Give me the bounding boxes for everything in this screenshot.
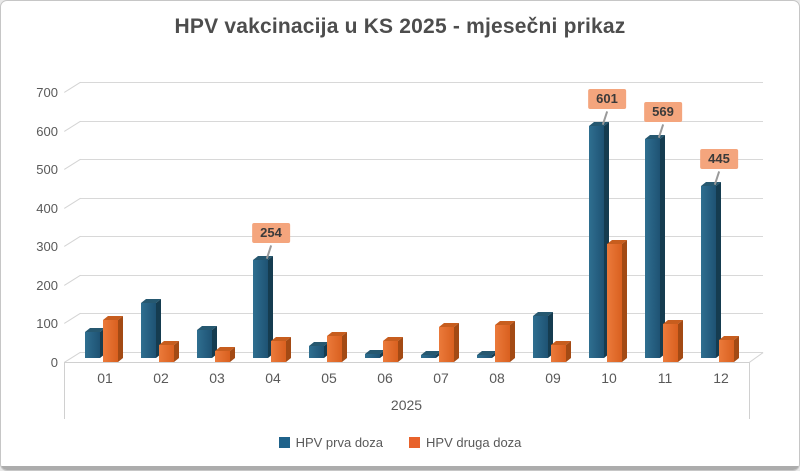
- x-axis-category-label: 11: [657, 370, 673, 386]
- y-gridline-wall-segment: [64, 81, 81, 93]
- bar-druga-doza-03: [215, 351, 230, 362]
- bar-prva-doza-10: [589, 126, 604, 358]
- chart-title: HPV vakcinacija u KS 2025 - mjesečni pri…: [174, 15, 626, 38]
- bar-prva-doza-01: [85, 332, 100, 358]
- y-gridline-wall-segment: [64, 158, 81, 170]
- y-axis-tick-label: 700: [36, 85, 58, 100]
- x-axis-category-label: 12: [713, 370, 729, 386]
- bar-druga-doza-02: [159, 345, 174, 362]
- x-axis-category-label: 07: [433, 370, 449, 386]
- y-axis-tick-label: 400: [36, 201, 58, 216]
- bar-druga-doza-10: [607, 244, 622, 362]
- floor-right-edge: [749, 352, 764, 363]
- bar-druga-doza-03-side: [230, 346, 235, 362]
- bar-druga-doza-08-side: [510, 320, 515, 362]
- y-axis-tick-label: 100: [36, 316, 58, 331]
- bar-druga-doza-07: [439, 327, 454, 362]
- bar-druga-doza-05-side: [342, 331, 347, 362]
- bar-druga-doza-01-side: [118, 315, 123, 362]
- bar-druga-doza-08: [495, 325, 510, 362]
- bar-druga-doza-09-side: [566, 340, 571, 362]
- bar-prva-doza-04: [253, 260, 268, 358]
- x-axis-group-label: 2025: [390, 397, 423, 413]
- bar-prva-doza-06: [365, 354, 380, 358]
- y-axis-tick-label: 0: [50, 355, 58, 370]
- legend-label-prva-doza: HPV prva doza: [295, 435, 384, 450]
- bar-druga-doza-02-side: [174, 340, 179, 362]
- y-gridline: [80, 352, 763, 353]
- legend-item-hpv-druga-doza: HPV druga doza: [409, 435, 521, 450]
- x-axis-category-label: 05: [321, 370, 337, 386]
- bar-prva-doza-12-side: [716, 181, 721, 358]
- bar-prva-doza-07: [421, 355, 436, 358]
- x-axis-category-label: 08: [489, 370, 505, 386]
- legend-item-hpv-prva-doza: HPV prva doza: [278, 435, 384, 450]
- bar-druga-doza-04-side: [286, 336, 291, 362]
- data-label-12: 445: [700, 149, 738, 169]
- bar-druga-doza-06-side: [398, 336, 403, 362]
- x-axis-category-label: 04: [265, 370, 281, 386]
- bar-druga-doza-12: [719, 340, 734, 362]
- bar-druga-doza-05: [327, 336, 342, 362]
- bar-prva-doza-11: [645, 139, 660, 358]
- bar-prva-doza-02: [141, 303, 156, 358]
- y-gridline-wall-segment: [64, 197, 81, 209]
- bar-druga-doza-11: [663, 324, 678, 362]
- x-axis-left-border: [64, 362, 65, 419]
- data-label-10: 601: [588, 89, 626, 109]
- bar-druga-doza-07-side: [454, 322, 459, 362]
- x-axis-category-label: 09: [545, 370, 561, 386]
- y-gridline: [80, 236, 763, 237]
- y-gridline-wall-segment: [64, 312, 81, 324]
- y-gridline-wall-segment: [64, 274, 81, 286]
- data-label-04: 254: [252, 223, 290, 243]
- y-gridline-wall-segment: [64, 120, 81, 132]
- bar-druga-doza-01: [103, 320, 118, 362]
- x-axis-baseline: [64, 362, 749, 363]
- legend-label-druga-doza: HPV druga doza: [426, 435, 522, 450]
- window-bottom-edge: [1, 466, 799, 470]
- bar-druga-doza-11-side: [678, 319, 683, 362]
- legend: HPV prva doza HPV druga doza: [1, 435, 799, 450]
- bar-prva-doza-09: [533, 316, 548, 358]
- y-axis-tick-label: 200: [36, 278, 58, 293]
- y-gridline: [80, 313, 763, 314]
- y-gridline: [80, 82, 763, 83]
- y-gridline: [80, 275, 763, 276]
- x-axis-category-label: 01: [97, 370, 113, 386]
- y-gridline: [80, 159, 763, 160]
- legend-swatch-orange-icon: [409, 437, 421, 448]
- x-axis-category-label: 10: [601, 370, 617, 386]
- bar-druga-doza-09: [551, 345, 566, 362]
- bar-prva-doza-08: [477, 355, 492, 358]
- x-axis-category-label: 03: [209, 370, 225, 386]
- y-axis-tick-label: 600: [36, 124, 58, 139]
- x-axis-right-border: [749, 362, 750, 419]
- bar-prva-doza-12: [701, 186, 716, 358]
- y-axis-tick-label: 300: [36, 239, 58, 254]
- bar-druga-doza-06: [383, 341, 398, 362]
- y-gridline: [80, 121, 763, 122]
- legend-swatch-blue-icon: [278, 437, 290, 448]
- bar-druga-doza-12-side: [734, 335, 739, 362]
- y-axis-tick-label: 500: [36, 162, 58, 177]
- x-axis-category-label: 06: [377, 370, 393, 386]
- y-gridline-wall-segment: [64, 235, 81, 247]
- x-axis-category-label: 02: [153, 370, 169, 386]
- data-label-11: 569: [644, 102, 682, 122]
- bar-prva-doza-05: [309, 346, 324, 358]
- bar-prva-doza-03: [197, 330, 212, 358]
- bar-druga-doza-04: [271, 341, 286, 362]
- y-gridline: [80, 198, 763, 199]
- bar-druga-doza-10-side: [622, 239, 627, 362]
